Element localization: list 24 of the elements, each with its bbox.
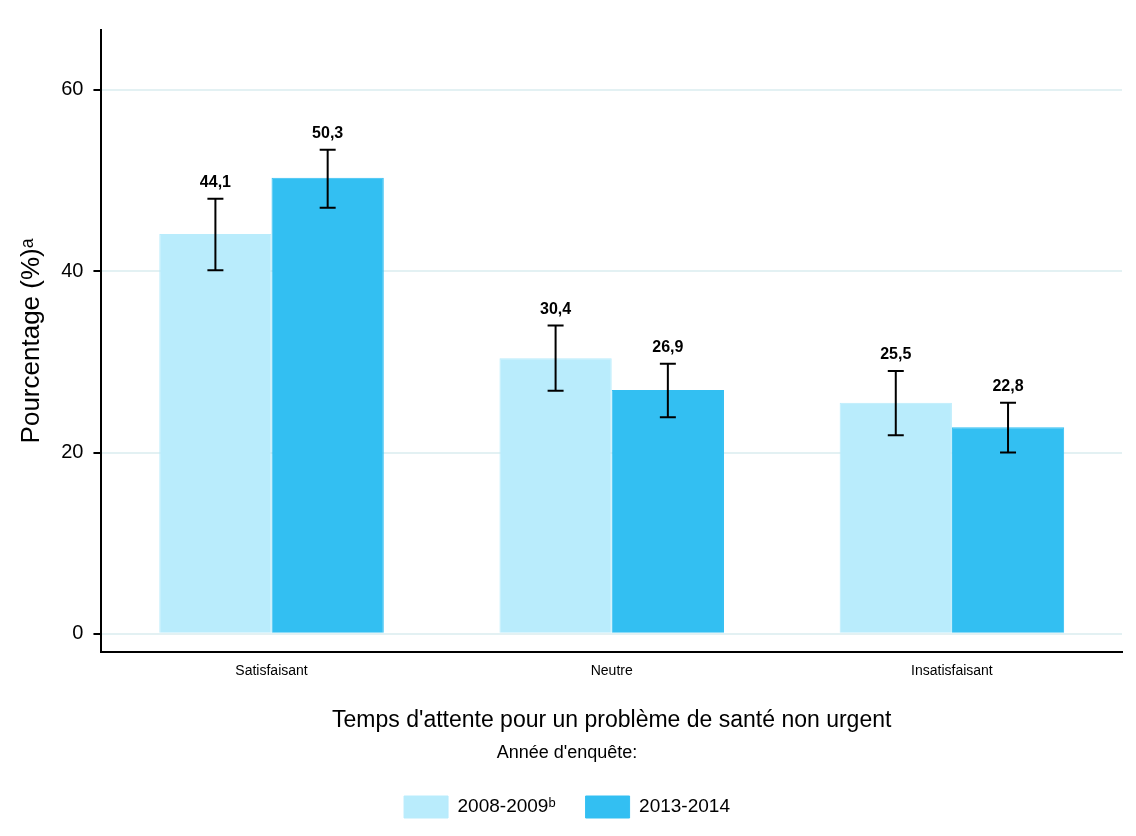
data-label: 26,9: [652, 338, 684, 356]
legend-label: 2013-2014: [639, 795, 731, 817]
bar: [159, 234, 272, 633]
data-label: 22,8: [992, 377, 1024, 395]
data-label: 30,4: [540, 299, 572, 317]
y-tick-label: 20: [61, 440, 84, 463]
x-axis-title: Temps d'attente pour un problème de santé non urgent: [332, 705, 892, 732]
data-label: 50,3: [312, 124, 344, 142]
x-tick-label: Satisfaisant: [235, 662, 308, 679]
bar: [271, 177, 384, 633]
bar: [499, 358, 612, 633]
y-tick-label: 60: [61, 77, 84, 100]
x-tick-label: Insatisfaisant: [911, 662, 993, 679]
bar: [839, 402, 952, 633]
bar: [951, 427, 1065, 633]
legend-title: Année d'enquête:: [496, 742, 638, 763]
y-axis-title: Pourcentage (%)ᵃ: [14, 238, 45, 444]
y-tick-label: 0: [72, 621, 84, 644]
x-tick-label: Neutre: [590, 662, 633, 679]
legend-label: 2008-2009ᵇ: [457, 795, 556, 817]
data-label: 44,1: [199, 173, 232, 191]
bar: [611, 389, 724, 633]
data-label: 25,5: [880, 345, 912, 363]
y-tick-label: 40: [61, 258, 84, 281]
